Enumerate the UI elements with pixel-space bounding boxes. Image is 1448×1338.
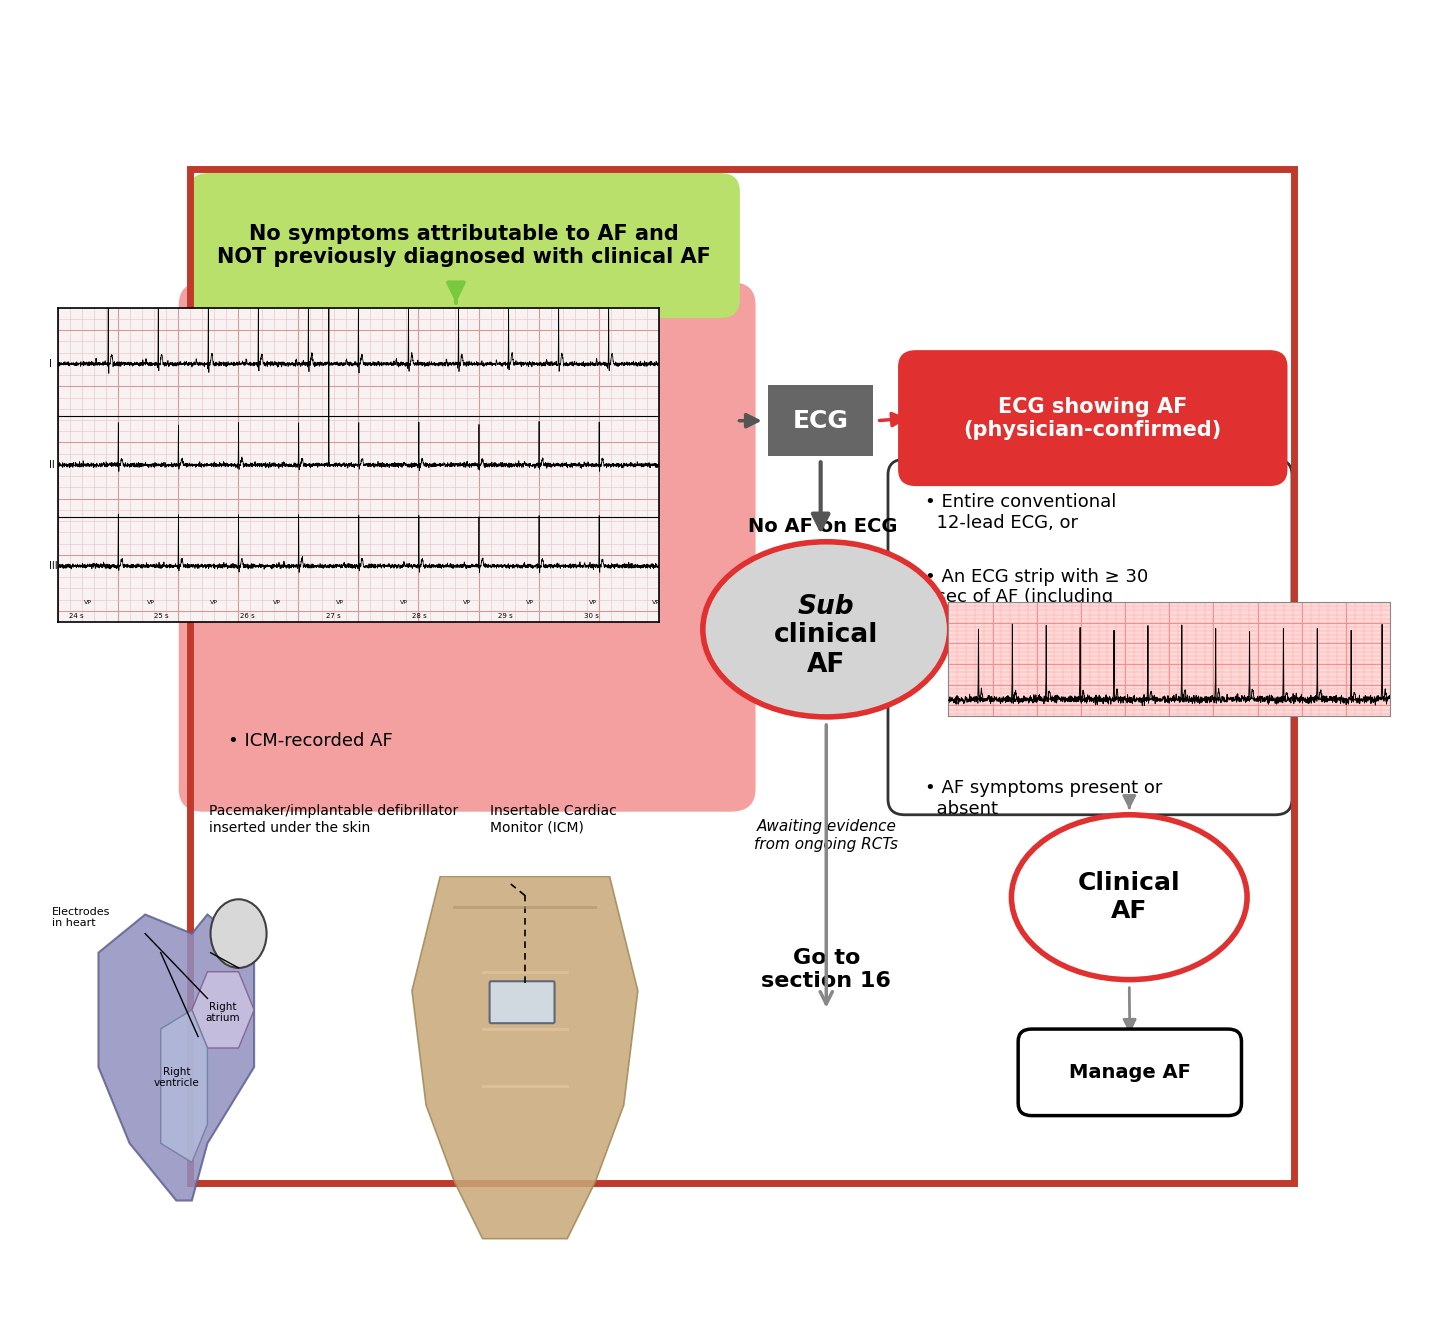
- Text: 27 s: 27 s: [326, 613, 340, 618]
- Text: Insertable Cardiac
Monitor (ICM): Insertable Cardiac Monitor (ICM): [489, 804, 617, 835]
- Text: VP: VP: [148, 601, 155, 605]
- Text: II: II: [49, 460, 55, 470]
- Text: Electrodes
in heart: Electrodes in heart: [52, 907, 110, 929]
- Text: Awaiting evidence
from ongoing RCTs: Awaiting evidence from ongoing RCTs: [754, 819, 898, 851]
- Text: VP: VP: [84, 601, 91, 605]
- Text: VP: VP: [652, 601, 660, 605]
- Text: Physician-confirmed:: Physician-confirmed:: [229, 336, 476, 356]
- Polygon shape: [411, 876, 637, 1239]
- Text: Sub: Sub: [798, 594, 854, 619]
- FancyBboxPatch shape: [178, 282, 756, 812]
- Text: VP: VP: [462, 601, 471, 605]
- FancyBboxPatch shape: [489, 981, 555, 1024]
- Text: Right
atrium: Right atrium: [206, 1002, 240, 1024]
- Text: Right
ventricle: Right ventricle: [153, 1066, 200, 1088]
- Text: No AF on ECG: No AF on ECG: [749, 516, 898, 535]
- Text: 25 s: 25 s: [155, 613, 169, 618]
- Text: ECG showing AF
(physician-confirmed): ECG showing AF (physician-confirmed): [964, 396, 1222, 440]
- Text: VP: VP: [526, 601, 533, 605]
- Text: Pacemaker/implantable defibrillator
inserted under the skin: Pacemaker/implantable defibrillator inse…: [209, 804, 459, 835]
- Text: • ICM-recorded AF: • ICM-recorded AF: [229, 732, 392, 751]
- Ellipse shape: [1011, 815, 1247, 979]
- FancyBboxPatch shape: [888, 459, 1292, 815]
- Polygon shape: [191, 971, 255, 1048]
- Text: VP: VP: [336, 601, 345, 605]
- Text: clinical
AF: clinical AF: [775, 622, 879, 678]
- Circle shape: [210, 899, 266, 967]
- FancyBboxPatch shape: [767, 385, 873, 456]
- Text: No symptoms attributable to AF and
NOT previously diagnosed with clinical AF: No symptoms attributable to AF and NOT p…: [217, 223, 711, 268]
- Ellipse shape: [702, 542, 950, 717]
- Text: VP: VP: [210, 601, 219, 605]
- Text: 28 s: 28 s: [411, 613, 427, 618]
- Text: 30 s: 30 s: [584, 613, 598, 618]
- Text: III: III: [49, 561, 58, 571]
- Text: • CIED-recorded electrograms with AHRE: • CIED-recorded electrograms with AHRE: [229, 375, 598, 393]
- FancyBboxPatch shape: [898, 351, 1287, 486]
- Text: VP: VP: [589, 601, 597, 605]
- Text: 29 s: 29 s: [498, 613, 513, 618]
- Polygon shape: [98, 915, 255, 1200]
- Text: • Entire conventional
  12-lead ECG, or: • Entire conventional 12-lead ECG, or: [925, 494, 1116, 533]
- Text: Clinical
AF: Clinical AF: [1077, 871, 1180, 923]
- Text: • AF symptoms present or
  absent: • AF symptoms present or absent: [925, 779, 1163, 818]
- Text: VP: VP: [274, 601, 281, 605]
- Text: VP: VP: [400, 601, 407, 605]
- Text: Go to
section 16: Go to section 16: [762, 947, 891, 991]
- Text: • An ECG strip with ≥ 30
  sec of AF (including
  wearable-recorded ECGs): • An ECG strip with ≥ 30 sec of AF (incl…: [925, 567, 1166, 628]
- FancyBboxPatch shape: [188, 173, 740, 318]
- Text: I: I: [49, 359, 52, 369]
- Polygon shape: [161, 1010, 207, 1163]
- Text: ECG: ECG: [792, 408, 849, 432]
- Text: Manage AF: Manage AF: [1069, 1062, 1190, 1082]
- FancyBboxPatch shape: [1018, 1029, 1241, 1116]
- Text: 26 s: 26 s: [240, 613, 255, 618]
- Text: 24 s: 24 s: [68, 613, 84, 618]
